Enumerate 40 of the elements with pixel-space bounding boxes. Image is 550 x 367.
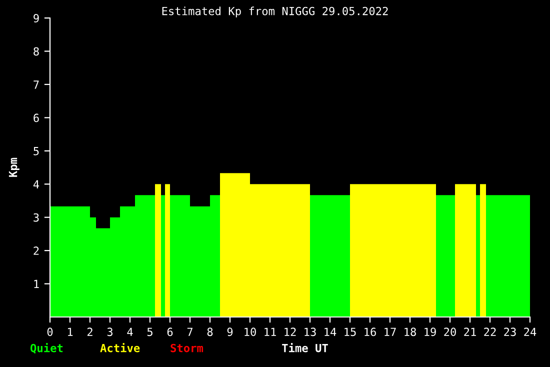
x-tick-label: 12 <box>284 328 296 336</box>
y-tick-label: 2 <box>34 246 39 255</box>
y-axis-title: Kpm <box>8 158 20 177</box>
x-tick-label: 6 <box>167 328 173 336</box>
x-tick-label: 4 <box>127 328 133 336</box>
text: Storm <box>170 344 204 352</box>
x-tick-label: 1 <box>68 328 73 336</box>
text: Quiet <box>30 343 63 354</box>
y-tick-label: 3 <box>34 213 39 222</box>
x-tick-label: 14 <box>324 328 336 336</box>
x-tick-label: 19 <box>424 328 436 336</box>
x-tick-label: 11 <box>264 328 276 336</box>
x-tick-label: 2 <box>87 328 92 336</box>
x-tick-label: 16 <box>364 328 376 336</box>
x-tick-label: 20 <box>444 328 456 336</box>
x-tick-label: 18 <box>404 328 416 336</box>
x-tick-label: 8 <box>207 328 213 336</box>
y-tick-label: 7 <box>34 80 39 89</box>
x-tick-label: 23 <box>504 328 516 336</box>
x-tick-label: 7 <box>187 328 193 336</box>
x-tick-label: 10 <box>244 328 256 336</box>
y-tick-label: 6 <box>34 114 39 122</box>
x-tick-label: 22 <box>484 328 496 336</box>
x-tick-label: 17 <box>384 328 396 336</box>
text: Active <box>100 343 140 352</box>
y-tick-label: 9 <box>34 14 39 22</box>
chart-title: Estimated Kp from NIGGG 29.05.2022 <box>162 6 388 18</box>
x-tick-label: 0 <box>47 328 53 336</box>
y-tick-label: 1 <box>34 280 39 288</box>
y-tick-label: 8 <box>34 47 39 56</box>
x-tick-label: 13 <box>304 328 316 336</box>
y-tick-label: 4 <box>33 180 40 188</box>
x-tick-label: 24 <box>524 328 536 336</box>
x-axis-title: Time UT <box>282 343 328 352</box>
y-tick-label: 5 <box>34 147 39 156</box>
x-tick-label: 21 <box>464 328 476 336</box>
x-tick-label: 15 <box>344 328 356 336</box>
x-tick-label: 9 <box>227 328 233 336</box>
x-tick-label: 3 <box>107 328 113 336</box>
x-tick-label: 5 <box>147 328 152 336</box>
